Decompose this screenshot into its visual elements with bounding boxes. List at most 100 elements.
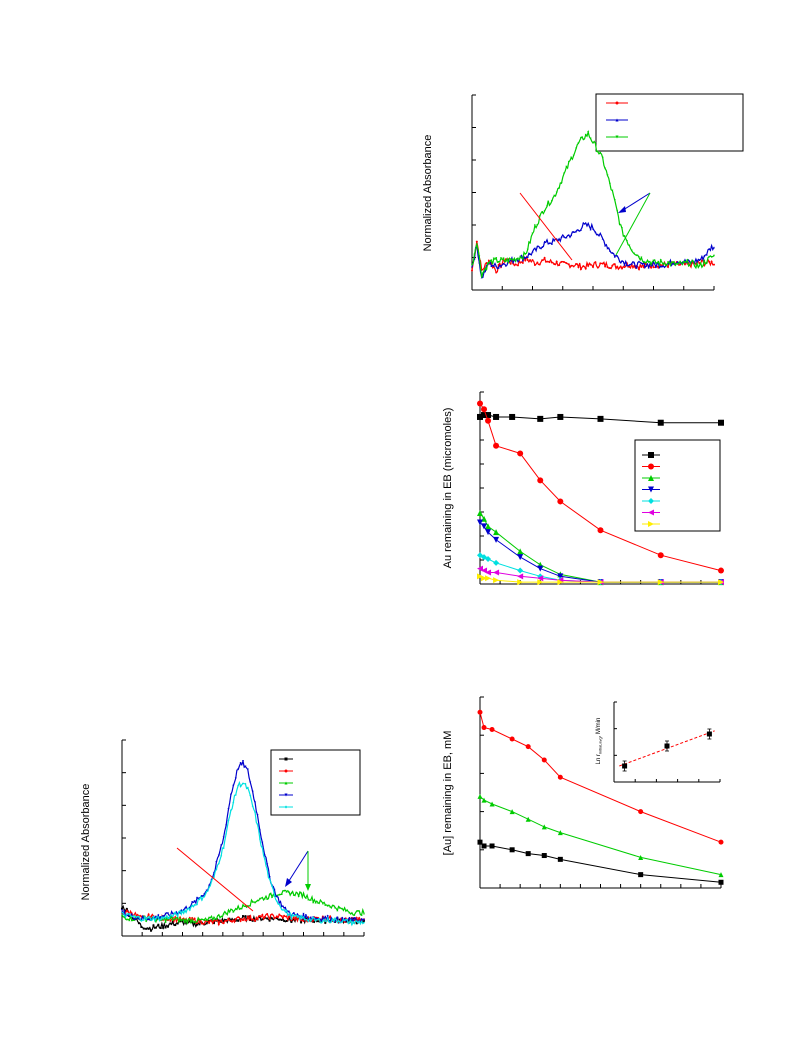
bl-point xyxy=(186,921,189,924)
bl-point xyxy=(244,915,247,918)
top-point xyxy=(562,172,565,175)
middle-legend-green-marker xyxy=(648,475,654,481)
bl-point xyxy=(140,925,143,928)
top-point xyxy=(575,230,578,233)
top-point xyxy=(471,269,473,272)
top-point xyxy=(548,242,551,245)
bl-point xyxy=(278,893,281,896)
bl-point xyxy=(217,862,220,865)
br-series-black-point xyxy=(481,843,487,849)
middle-legend-magenta-marker xyxy=(648,509,654,516)
bl-point xyxy=(164,920,167,923)
bl-legend-red-marker xyxy=(284,769,288,773)
bl-point xyxy=(150,929,153,932)
top-point xyxy=(713,246,715,249)
bl-point xyxy=(166,918,169,921)
bl-point xyxy=(133,918,136,921)
bl-point xyxy=(183,920,186,923)
bl-point xyxy=(266,863,269,866)
top-point xyxy=(582,222,585,225)
middle-series-red-point xyxy=(718,567,724,574)
top-point xyxy=(613,255,616,258)
bl-point xyxy=(324,919,327,922)
chart-top-absorbance: Normalized Absorbance xyxy=(422,93,744,291)
top-point xyxy=(700,266,703,269)
bl-point xyxy=(150,915,153,918)
top-point xyxy=(529,259,532,262)
bl-point xyxy=(263,854,266,857)
top-point xyxy=(686,259,689,262)
top-point xyxy=(562,235,565,238)
top-point xyxy=(519,261,522,264)
bl-point xyxy=(179,917,182,920)
bl-point xyxy=(130,915,133,918)
bl-point xyxy=(312,919,315,922)
bl-point xyxy=(198,898,201,901)
bl-point xyxy=(353,917,356,920)
bl-point xyxy=(142,919,145,922)
bl-point xyxy=(304,914,307,917)
bl-point xyxy=(164,912,167,915)
bl-point xyxy=(300,921,303,924)
bl-point xyxy=(300,919,303,922)
bl-point xyxy=(188,909,191,912)
bl-point xyxy=(193,900,196,903)
bl-point xyxy=(287,915,290,918)
bl-point xyxy=(278,913,281,916)
top-point xyxy=(592,227,594,230)
bl-point xyxy=(341,907,344,910)
bl-point xyxy=(237,905,240,908)
top-point xyxy=(645,261,648,264)
bl-point xyxy=(205,919,208,922)
top-green-arrow xyxy=(615,192,651,256)
top-point xyxy=(500,257,503,260)
bl-point xyxy=(363,921,365,924)
top-point xyxy=(705,262,708,265)
top-point xyxy=(592,265,594,268)
bl-point xyxy=(263,897,266,900)
top-point xyxy=(616,209,619,212)
bl-point xyxy=(198,918,201,921)
bl-point xyxy=(261,841,264,844)
top-point xyxy=(708,260,711,263)
top-point xyxy=(703,254,706,257)
top-point xyxy=(606,174,609,177)
middle-series-green-point xyxy=(517,548,524,555)
top-point xyxy=(596,150,599,153)
bl-point xyxy=(121,907,123,910)
top-point xyxy=(584,222,587,225)
top-point xyxy=(495,271,498,274)
top-point xyxy=(650,263,653,266)
top-point xyxy=(567,233,570,236)
bl-point xyxy=(254,919,257,922)
bl-point xyxy=(346,918,349,921)
top-point xyxy=(512,261,515,264)
bl-point xyxy=(171,912,174,915)
top-point xyxy=(618,260,621,263)
top-point xyxy=(604,244,607,247)
top-point xyxy=(700,259,703,262)
br-series-green-point xyxy=(477,793,483,799)
bl-blue-arrowhead xyxy=(285,878,292,887)
top-series-blue-markers xyxy=(471,222,715,279)
middle-series-yellow-point xyxy=(477,573,483,580)
bl-point xyxy=(171,920,174,923)
bl-point xyxy=(285,890,288,893)
bl-point xyxy=(232,784,235,787)
bl-point xyxy=(232,919,235,922)
br-series-red-point xyxy=(638,809,644,815)
bl-point xyxy=(280,905,283,908)
top-point xyxy=(553,263,556,266)
top-point xyxy=(681,263,684,266)
top-point xyxy=(475,240,478,243)
top-point xyxy=(599,262,602,265)
top-series-green-markers xyxy=(471,131,715,279)
bl-point xyxy=(249,915,252,918)
bl-point xyxy=(280,915,283,918)
bl-point xyxy=(331,917,334,920)
top-point xyxy=(558,187,561,190)
top-point xyxy=(572,265,575,268)
bl-point xyxy=(188,916,191,919)
middle-series-yellow-point xyxy=(657,579,664,586)
top-point xyxy=(710,260,713,263)
